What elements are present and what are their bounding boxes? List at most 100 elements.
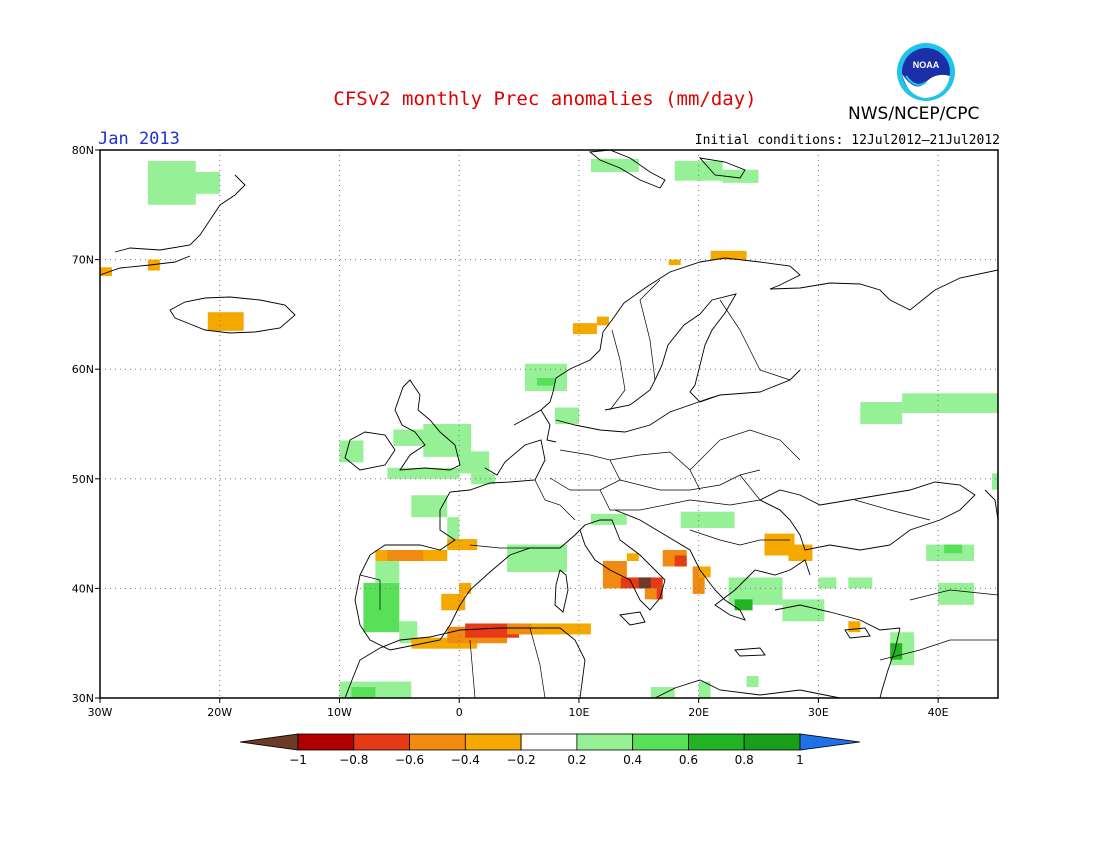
anomaly-cell-14 (554, 407, 579, 424)
anomaly-cell-34 (860, 402, 903, 424)
colorbar-segment (576, 733, 634, 751)
anomaly-cell-65 (698, 566, 711, 578)
colorbar-segment (520, 733, 578, 751)
colorbar-label: 1 (796, 753, 804, 767)
chart-title: CFSv2 monthly Prec anomalies (mm/day) (333, 88, 757, 110)
anomaly-cell-21 (411, 495, 448, 518)
colorbar-segment (799, 733, 861, 751)
anomaly-cell-8 (710, 250, 747, 260)
x-tick-label: 10E (568, 706, 589, 719)
anomaly-cell-52 (411, 637, 478, 649)
coastlines (99, 149, 999, 699)
anomaly-cell-17 (339, 440, 364, 463)
anomaly-cell-59 (638, 577, 651, 589)
forecast-month: Jan 2013 (98, 129, 180, 149)
anomaly-cell-9 (668, 259, 681, 266)
y-tick-label: 60N (72, 363, 94, 376)
anomaly-cell-31 (938, 582, 975, 605)
colorbar-label: −1 (289, 753, 307, 767)
x-tick-label: 30W (88, 706, 113, 719)
anomaly-cell-12 (525, 363, 567, 392)
anomaly-cell-29 (818, 577, 837, 589)
y-tick-label: 30N (72, 692, 94, 705)
colorbar-label: 0.8 (735, 753, 754, 767)
organization-label: NWS/NCEP/CPC (848, 104, 980, 124)
colorbar: −1 −0.8 −0.6 −0.4 −0.2 0.2 0.4 0.6 0.8 1 (239, 733, 861, 767)
colorbar-label: 0.2 (567, 753, 586, 767)
anomaly-cell-69 (626, 553, 639, 561)
anomaly-cell-68 (848, 621, 861, 633)
colorbar-label: 0.4 (623, 753, 642, 767)
x-tick-label: 20E (688, 706, 709, 719)
x-tick-label: 40E (928, 706, 949, 719)
anomaly-cell-43 (351, 687, 376, 698)
x-tick-label: 10W (327, 706, 352, 719)
anomaly-cell-24 (590, 513, 627, 525)
anomaly-cell-27 (734, 599, 753, 611)
colorbar-label: −0.2 (507, 753, 536, 767)
anomaly-cell-33 (944, 544, 963, 554)
anomaly-cell-13 (537, 377, 555, 386)
anomaly-cell-1 (183, 171, 220, 194)
anomaly-cell-63 (674, 555, 687, 567)
anomaly-cell-61 (644, 588, 657, 600)
anomaly-cell-39 (363, 582, 400, 633)
anomaly-cell-35 (902, 393, 998, 414)
colorbar-label: 0.6 (679, 753, 698, 767)
anomaly-cell-19 (471, 473, 496, 485)
anomaly-cell-2 (100, 267, 112, 277)
anomaly-cell-3 (147, 259, 160, 271)
anomaly-cell-48 (387, 550, 424, 561)
x-tick-label: 0 (456, 706, 463, 719)
anomaly-cell-40 (375, 561, 400, 583)
colorbar-label: −0.8 (339, 753, 368, 767)
colorbar-segment (239, 733, 299, 751)
x-tick-label: 20W (207, 706, 232, 719)
y-tick-label: 80N (72, 144, 94, 157)
colorbar-segment (353, 733, 410, 751)
anomaly-cell-44 (650, 687, 675, 698)
noaa-logo: NOAA (897, 43, 955, 101)
initial-conditions: Initial conditions: 12Jul2012–21Jul2012 (694, 133, 1000, 148)
anomaly-cell-18 (459, 451, 490, 474)
anomaly-cell-16 (393, 429, 436, 446)
anomaly-cell-23 (507, 544, 567, 572)
y-tick-label: 40N (72, 582, 94, 595)
svg-text:NOAA: NOAA (913, 60, 940, 70)
y-tick-label: 50N (72, 473, 94, 486)
colorbar-segment (743, 733, 801, 751)
anomaly-cell-45 (698, 681, 711, 698)
colorbar-segment (688, 733, 745, 751)
anomaly-cell-4 (207, 312, 244, 331)
anomaly-cell-11 (596, 316, 609, 326)
anomaly-cells-layer (100, 158, 998, 698)
anomaly-cell-25 (680, 511, 735, 529)
colorbar-label: −0.6 (395, 753, 424, 767)
political-borders (359, 279, 999, 699)
anomaly-cell-46 (746, 676, 759, 688)
anomaly-cell-66 (764, 533, 795, 556)
anomaly-cell-22 (447, 517, 460, 545)
anomaly-cell-49 (447, 539, 478, 551)
colorbar-segment (464, 733, 522, 751)
anomaly-cell-55 (507, 623, 544, 635)
anomaly-cell-28 (782, 599, 825, 622)
anomaly-cell-5 (590, 158, 639, 172)
colorbar-label: −0.4 (451, 753, 480, 767)
anomaly-cell-20 (387, 467, 460, 479)
x-tick-label: 30E (808, 706, 829, 719)
colorbar-segment (297, 733, 355, 751)
colorbar-segment (632, 733, 689, 751)
anomaly-cell-30 (848, 577, 873, 589)
anomaly-cell-10 (572, 323, 597, 335)
colorbar-segment (409, 733, 466, 751)
anomaly-cell-38 (890, 643, 903, 660)
anomaly-cell-67 (788, 544, 813, 561)
anomaly-cell-36 (992, 473, 998, 490)
map-axes: 30W 20W 10W 0 10E 20E 30E 40E 30N 40N 50N 60N 70N 80N (72, 144, 999, 719)
anomaly-cell-57 (602, 561, 627, 589)
anomaly-cell-54 (465, 623, 520, 638)
map-frame (99, 149, 999, 699)
y-tick-label: 70N (72, 254, 94, 267)
